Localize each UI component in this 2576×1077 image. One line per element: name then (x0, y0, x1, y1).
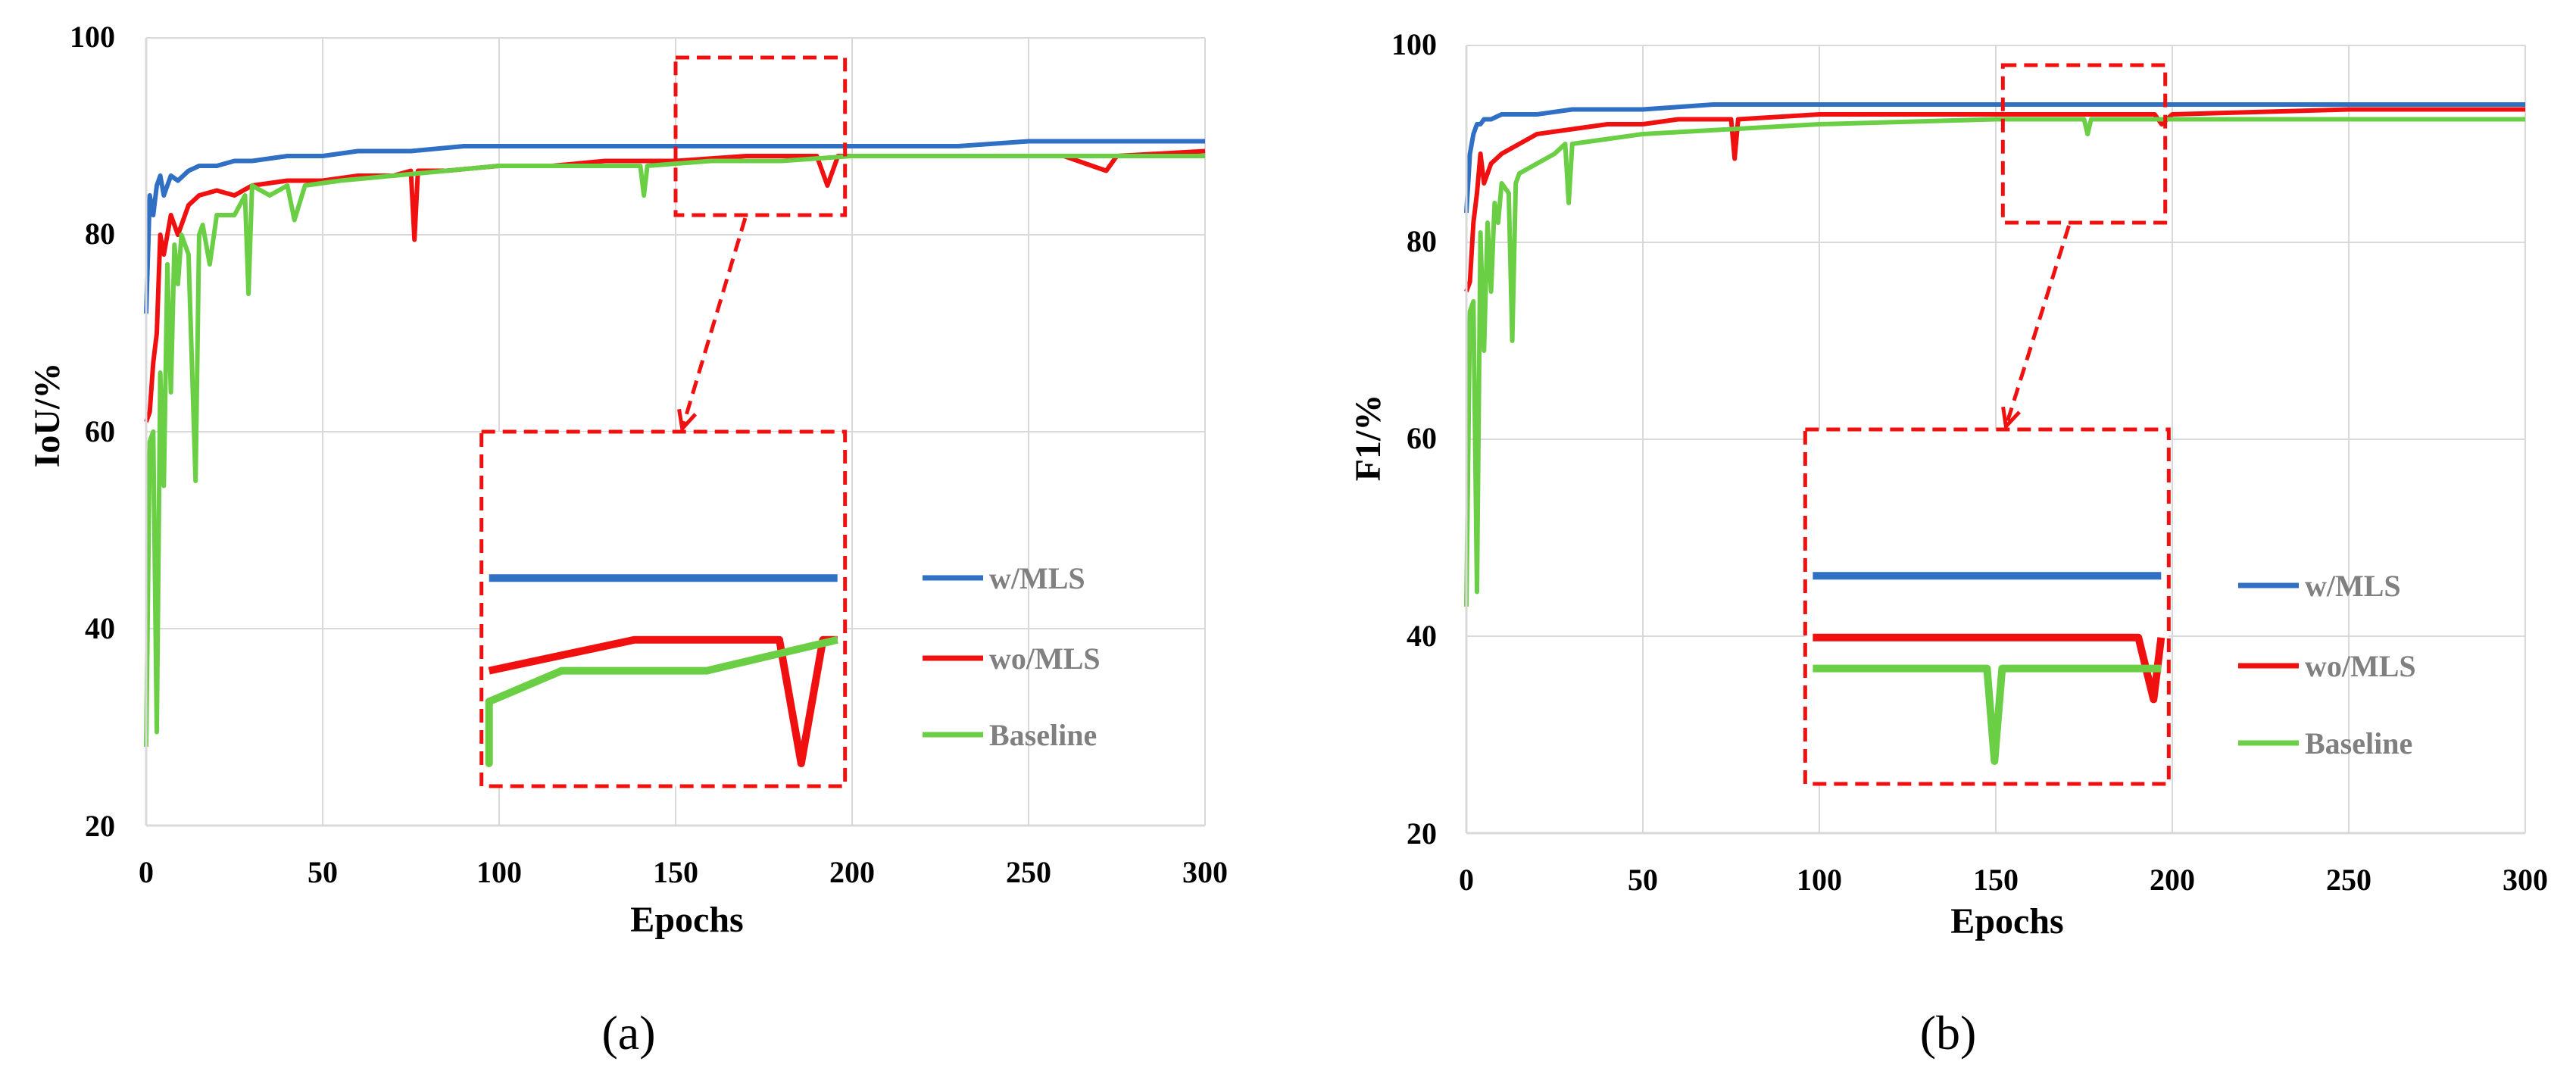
zoom-series-line-baseline (485, 635, 838, 767)
y-tick-label: 20 (1407, 816, 1437, 851)
x-tick-label: 100 (1797, 863, 1842, 897)
x-tick-label: 150 (1973, 863, 2019, 897)
zoom-arrow-head (677, 408, 698, 433)
x-tick-label: 250 (1006, 855, 1051, 889)
x-tick-label: 200 (2150, 863, 2195, 897)
series-line-w-mls (1464, 102, 2525, 214)
chart-panel-a: 20 40 60 80 100 0 50 100 150 200 250 300… (27, 20, 1228, 1060)
zoom-source-box (2000, 63, 2168, 225)
legend-label-w-mls: w/MLS (989, 561, 1085, 595)
zoom-source-box (673, 55, 848, 217)
y-tick-label: 80 (1407, 224, 1437, 258)
x-tick-label: 300 (2503, 863, 2548, 897)
x-tick-label: 0 (1459, 863, 1474, 897)
chart-panel-b: 20 40 60 80 100 0 50 100 150 200 250 300… (1348, 27, 2548, 1060)
x-tick-label: 50 (308, 855, 338, 889)
series-group-a (144, 55, 1206, 788)
axes-b (1465, 45, 2525, 835)
y-tick-labels-a: 20 40 60 80 100 (70, 20, 115, 843)
legend-a: w/MLS wo/MLS Baseline (923, 561, 1101, 752)
series-group-b (1464, 63, 2525, 786)
x-tick-label: 50 (1628, 863, 1658, 897)
legend-b: w/MLS wo/MLS Baseline (2238, 569, 2416, 760)
zoom-series-line-baseline (1813, 664, 2162, 765)
x-tick-labels-b: 0 50 100 150 200 250 300 (1459, 863, 2548, 897)
series-line-wo-mls (1464, 107, 2525, 293)
y-tick-label: 40 (1407, 619, 1437, 653)
y-tick-label: 100 (1391, 27, 1437, 61)
y-tick-label: 80 (85, 217, 115, 251)
series-line-w-mls (144, 139, 1205, 314)
legend-label-baseline: Baseline (989, 718, 1097, 752)
zoom-series-line-wo-mls (1813, 633, 2165, 704)
x-tick-label: 200 (829, 855, 875, 889)
y-tick-label: 40 (85, 611, 115, 645)
y-axis-title-b: F1/% (1348, 395, 1388, 482)
y-tick-label: 60 (85, 414, 115, 448)
x-tick-labels-a: 0 50 100 150 200 250 300 (139, 855, 1228, 889)
x-tick-label: 250 (2326, 863, 2371, 897)
panel-label-b: (b) (1920, 1006, 1977, 1060)
zoom-arrow-head (2001, 406, 2021, 431)
x-axis-title-b: Epochs (1950, 901, 2063, 941)
x-tick-label: 300 (1182, 855, 1228, 889)
panel-label-a: (a) (601, 1006, 655, 1060)
zoom-arrow (2003, 225, 2071, 427)
series-line-baseline (1464, 117, 2525, 607)
series-line-baseline (144, 154, 1205, 748)
zoom-arrow (680, 217, 748, 429)
legend-label-baseline: Baseline (2305, 726, 2412, 760)
zoom-inset-box (1803, 427, 2171, 786)
y-tick-labels-b: 20 40 60 80 100 (1391, 27, 1437, 851)
x-tick-label: 150 (653, 855, 698, 889)
legend-label-wo-mls: wo/MLS (2305, 649, 2416, 683)
y-tick-label: 20 (85, 809, 115, 843)
legend-label-wo-mls: wo/MLS (989, 642, 1101, 676)
y-tick-label: 60 (1407, 421, 1437, 455)
y-axis-title-a: IoU/% (27, 363, 67, 468)
y-tick-label: 100 (70, 20, 115, 54)
legend-label-w-mls: w/MLS (2305, 569, 2401, 603)
axes-a (145, 38, 1205, 827)
zoom-inset-box (479, 429, 848, 788)
x-tick-label: 100 (476, 855, 522, 889)
x-axis-title-a: Epochs (630, 900, 743, 940)
x-tick-label: 0 (139, 855, 154, 889)
